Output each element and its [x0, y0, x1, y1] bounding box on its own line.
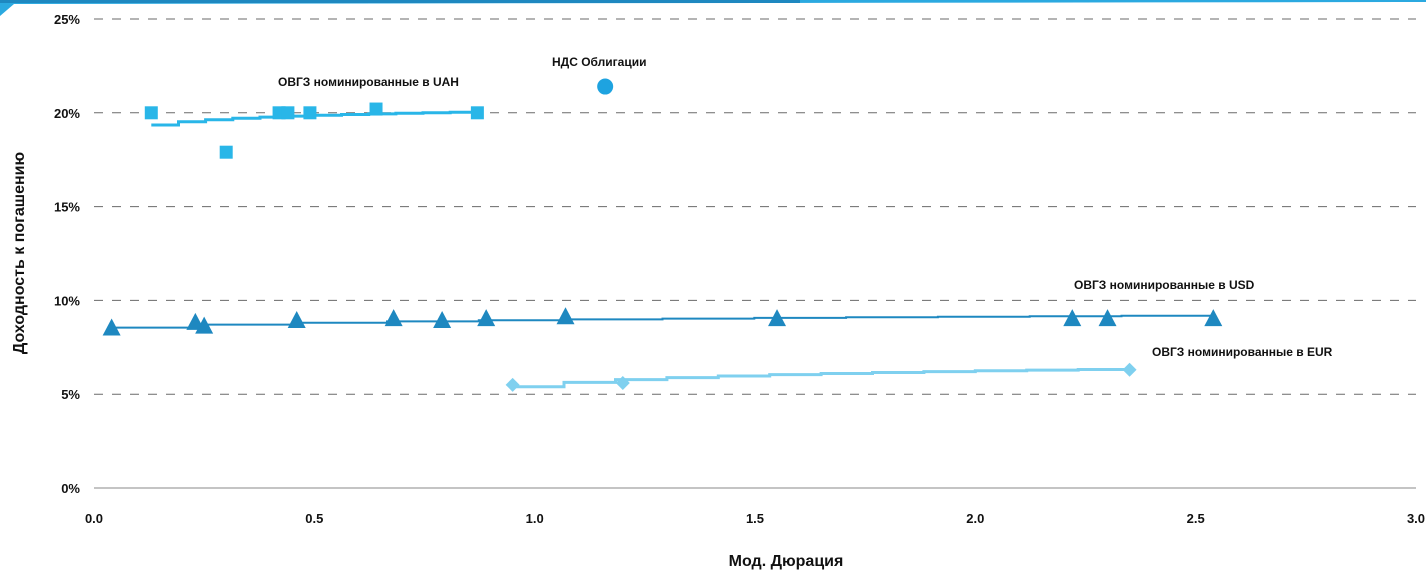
- point-square: [470, 106, 484, 120]
- point-triangle: [384, 309, 403, 327]
- y-tick-label: 15%: [54, 200, 80, 215]
- x-tick-label: 2.0: [966, 511, 984, 526]
- point-circle: [597, 78, 614, 95]
- y-tick-label: 20%: [54, 106, 80, 121]
- annotation-eur: ОВГЗ номинированные в EUR: [1152, 345, 1333, 359]
- point-diamond: [615, 375, 630, 390]
- point-triangle: [477, 309, 496, 327]
- point-square: [303, 106, 317, 120]
- x-tick-label: 3.0: [1407, 511, 1425, 526]
- point-triangle: [433, 311, 452, 329]
- point-triangle: [1204, 309, 1223, 327]
- x-tick-label: 1.5: [746, 511, 764, 526]
- point-triangle: [1063, 309, 1082, 327]
- point-diamond: [505, 377, 520, 392]
- annotation-uah: ОВГЗ номинированные в UAH: [278, 75, 459, 89]
- x-axis-title: Мод. Дюрация: [729, 553, 844, 570]
- y-tick-label: 25%: [54, 12, 80, 27]
- labels: Мод. Дюрация Доходность к погашению ОВГЗ…: [11, 55, 1333, 570]
- x-tick-label: 0.0: [85, 511, 103, 526]
- point-square: [144, 106, 158, 120]
- point-triangle: [768, 309, 787, 327]
- annotation-usd: ОВГЗ номинированные в USD: [1074, 278, 1255, 292]
- point-square: [219, 145, 233, 159]
- x-tick-label: 0.5: [305, 511, 323, 526]
- data-markers: [102, 78, 1223, 392]
- point-diamond: [1122, 362, 1137, 377]
- point-triangle: [1098, 309, 1117, 327]
- y-tick-label: 10%: [54, 293, 80, 308]
- trendline-diamond: [512, 368, 1132, 389]
- y-tick-label: 0%: [61, 481, 80, 496]
- point-triangle: [102, 318, 121, 336]
- annotation-vat-bonds: НДС Облигации: [552, 55, 646, 69]
- x-tick-label: 2.5: [1187, 511, 1205, 526]
- point-square: [281, 106, 295, 120]
- trendlines: [111, 110, 1215, 389]
- point-triangle: [556, 307, 575, 325]
- point-square: [369, 102, 383, 116]
- trendline-triangle: [111, 314, 1215, 329]
- point-triangle: [195, 316, 214, 334]
- gridlines: [94, 18, 1416, 395]
- y-axis-title: Доходность к погашению: [11, 152, 28, 355]
- top-accent-bar: [0, 0, 1426, 16]
- x-tick-label: 1.0: [526, 511, 544, 526]
- axes: 0% 5% 10% 15% 20% 25% 0.0 0.5 1.0 1.5 2.0 2.5 3.0: [54, 12, 1425, 526]
- point-triangle: [287, 311, 306, 329]
- y-tick-label: 5%: [61, 387, 80, 402]
